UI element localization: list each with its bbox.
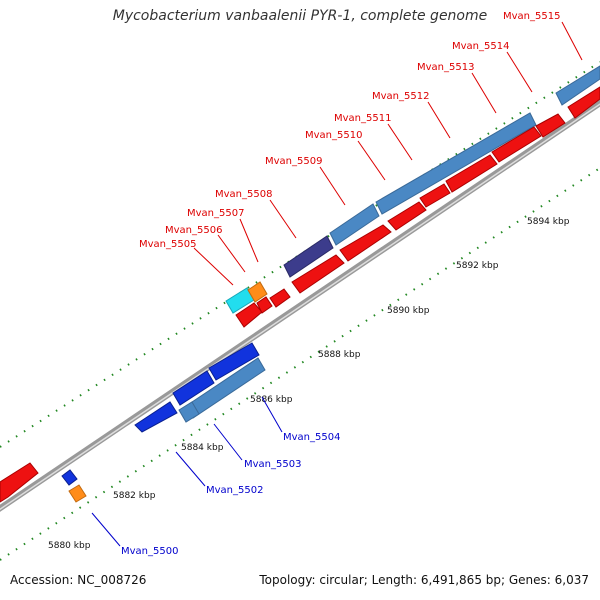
leader-mvan-5503 xyxy=(213,423,243,461)
scale-label: 5894 kbp xyxy=(527,217,570,227)
gene-mvan-5500-orange[interactable] xyxy=(68,484,87,503)
leader-mvan-5508 xyxy=(269,199,297,239)
gene-mvan-5500-blue[interactable] xyxy=(61,469,78,486)
gene-label-forward: Mvan_5505 xyxy=(139,239,196,250)
scale-label: 5890 kbp xyxy=(387,306,430,316)
leader-lines xyxy=(91,21,583,547)
scale-label: 5880 kbp xyxy=(48,541,91,551)
scale-label: 5892 kbp xyxy=(456,261,499,271)
gene-mvan-5514b-red[interactable] xyxy=(535,113,566,138)
gene-mvan-5503-blue[interactable] xyxy=(208,342,260,381)
scale-labels: 5880 kbp 5882 kbp 5884 kbp 5886 kbp 5888 kbp… xyxy=(48,217,570,551)
leader-mvan-5511 xyxy=(387,123,413,161)
backbone xyxy=(0,99,600,512)
gene-label-forward: Mvan_5511 xyxy=(334,113,391,124)
leader-mvan-5514 xyxy=(506,51,533,93)
gene-mvan-5510b-red[interactable] xyxy=(387,201,427,231)
leader-mvan-5512 xyxy=(427,101,451,139)
gene-label-forward: Mvan_5507 xyxy=(187,208,244,219)
leader-mvan-5506 xyxy=(217,234,246,273)
gene-label-forward: Mvan_5515 xyxy=(503,11,560,22)
leader-mvan-5513 xyxy=(471,72,497,114)
gene-mvan-5511b-red[interactable] xyxy=(419,183,451,208)
gene-label-reverse: Mvan_5500 xyxy=(121,546,178,557)
reverse-gene-labels: Mvan_5500 Mvan_5502 Mvan_5503 Mvan_5504 xyxy=(121,432,340,557)
gene-mvan-5513b-red[interactable] xyxy=(491,126,542,163)
leader-mvan-5510 xyxy=(357,140,386,181)
scale-label: 5888 kbp xyxy=(318,350,361,360)
reverse-leaders xyxy=(91,396,283,547)
gene-mvan-5508b-red[interactable] xyxy=(291,254,345,294)
gene-label-reverse: Mvan_5502 xyxy=(206,485,263,496)
gene-label-forward: Mvan_5514 xyxy=(452,41,509,52)
gene-label-reverse: Mvan_5503 xyxy=(244,459,301,470)
gene-mvan-5505b-red[interactable] xyxy=(256,296,273,314)
gene-mvan-5515b-red[interactable] xyxy=(567,86,600,119)
gene-label-forward: Mvan_5509 xyxy=(265,156,322,167)
leader-mvan-5509 xyxy=(319,166,346,206)
lower-tick-row xyxy=(0,167,600,561)
lower-forward-lane xyxy=(0,86,600,503)
gene-mvan-5507-orange[interactable] xyxy=(247,281,268,303)
map-title: Mycobacterium vanbaalenii PYR-1, complet… xyxy=(112,8,488,24)
forward-leaders xyxy=(193,21,583,286)
scale-label: 5882 kbp xyxy=(113,491,156,501)
gene-label-forward: Mvan_5512 xyxy=(372,91,429,102)
scale-label: 5884 kbp xyxy=(181,443,224,453)
gene-mvan-5502-blue-b[interactable] xyxy=(172,370,215,406)
leader-mvan-5500 xyxy=(91,512,121,547)
leader-mvan-5505 xyxy=(193,247,234,286)
gene-mvan-5512b-red[interactable] xyxy=(445,154,498,193)
gene-label-forward: Mvan_5506 xyxy=(165,225,222,236)
gene-label-forward: Mvan_5510 xyxy=(305,130,362,141)
upper-forward-lane xyxy=(225,65,600,314)
scale-label: 5886 kbp xyxy=(250,395,293,405)
forward-gene-labels: Mvan_5505 Mvan_5506 Mvan_5507 Mvan_5508 Mvan… xyxy=(139,11,560,250)
gene-mvan-5508-purple[interactable] xyxy=(283,235,334,278)
gene-mvan-5506b-red[interactable] xyxy=(269,288,291,308)
gene-mvan-5510-steel[interactable] xyxy=(375,112,537,215)
gene-mvan-5502-blue-a[interactable] xyxy=(134,401,178,433)
leader-mvan-5502 xyxy=(175,451,206,487)
gene-label-forward: Mvan_5513 xyxy=(417,62,474,73)
leader-mvan-5504 xyxy=(261,396,283,433)
genome-summary-text: Topology: circular; Length: 6,491,865 bp… xyxy=(259,573,589,587)
gene-left-edge-red[interactable] xyxy=(0,462,39,503)
leader-mvan-5515 xyxy=(561,21,583,61)
gene-mvan-5509b-red[interactable] xyxy=(339,224,392,262)
reverse-lanes xyxy=(61,342,266,503)
gene-mvan-5503-steel[interactable] xyxy=(178,401,200,423)
accession-text: Accession: NC_008726 xyxy=(10,573,147,587)
gene-mvan-5509-steel[interactable] xyxy=(329,203,380,246)
gene-mvan-5515-steel[interactable] xyxy=(555,65,600,106)
gene-label-forward: Mvan_5508 xyxy=(215,189,272,200)
leader-mvan-5507 xyxy=(239,218,259,263)
gene-label-reverse: Mvan_5504 xyxy=(283,432,340,443)
